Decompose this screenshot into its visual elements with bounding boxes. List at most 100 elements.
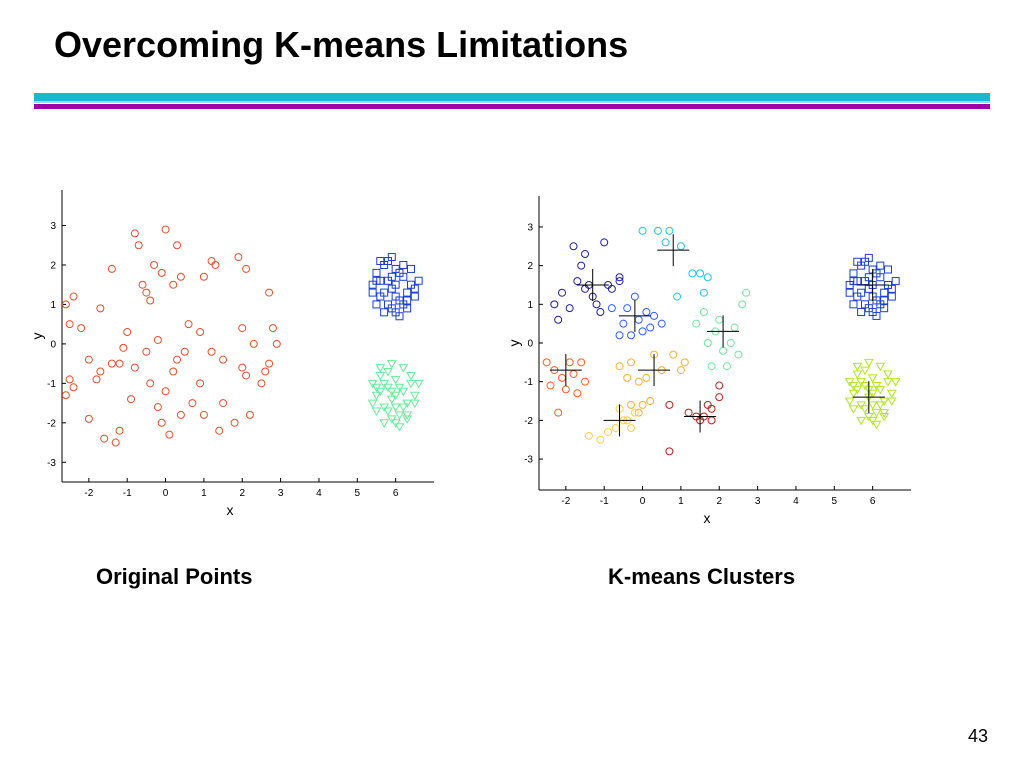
data-point-circle [123,328,132,337]
y-tick-label: -2 [47,418,56,429]
data-point-circle [634,408,643,417]
data-point-circle [592,300,601,309]
data-point-circle [692,319,701,328]
data-point-circle [161,225,170,234]
data-point-circle [734,350,743,359]
data-point-circle [242,264,251,273]
data-point-square [372,268,381,277]
data-point-triangle [856,416,867,426]
data-point-circle [703,400,712,409]
data-point-circle [715,315,724,324]
data-point-circle [242,371,251,380]
data-point-square [372,276,381,285]
data-point-circle [615,331,624,340]
data-point-triangle [867,389,878,399]
data-point-circle [257,379,266,388]
data-point-circle [115,359,124,368]
data-point-circle [169,367,178,376]
data-point-triangle [875,362,886,372]
data-point-square [860,257,869,266]
data-point-circle [115,426,124,435]
x-tick-label: -2 [84,488,93,499]
x-tick-label: -1 [600,496,609,507]
data-point-circle [665,400,674,409]
data-point-triangle [390,375,401,385]
y-tick-label: 2 [527,261,533,272]
x-tick-label: 0 [640,496,646,507]
data-point-triangle [371,407,382,416]
data-point-circle [634,315,643,324]
data-point-circle [569,369,578,378]
data-point-circle [577,358,586,367]
data-point-triangle [390,419,401,428]
data-point-circle [146,379,155,388]
data-point-triangle [383,407,393,416]
data-point-circle [680,358,689,367]
data-point-square [857,288,866,297]
data-point-circle [219,399,228,408]
data-point-square [887,284,896,293]
data-point-circle [707,416,716,425]
data-point-triangle [844,397,855,407]
data-point-circle [573,389,582,398]
data-point-circle [615,362,624,371]
title-rule-cyan [34,93,990,101]
data-point-circle [134,241,143,250]
data-point-circle [65,375,74,384]
data-point-circle [180,347,189,356]
y-tick-label: 0 [527,339,533,350]
data-point-circle [561,385,570,394]
data-point-circle [184,320,193,329]
data-point-triangle [871,409,882,418]
data-point-circle [142,347,151,356]
data-point-circle [61,391,70,400]
data-point-triangle [413,379,424,389]
data-point-square [399,260,408,269]
data-point-circle [65,320,74,329]
data-point-circle [92,375,101,384]
data-point-triangle [871,420,882,430]
data-point-square [857,308,866,317]
data-point-circle [742,288,751,297]
x-tick-label: 0 [163,488,169,499]
data-point-circle [111,438,120,447]
data-point-circle [176,272,185,281]
data-point-circle [627,400,636,409]
data-point-circle [581,250,590,259]
x-tick-label: 4 [316,488,322,499]
data-point-circle [249,339,258,348]
data-point-circle [722,362,731,371]
data-point-triangle [886,397,897,407]
data-point-circle [130,229,139,238]
data-point-triangle [406,379,416,389]
data-point-circle [265,288,274,297]
y-tick-label: 1 [527,300,533,311]
data-point-triangle [375,387,386,397]
data-point-circle [173,355,182,364]
data-point-square [414,276,423,285]
data-point-square [849,300,858,309]
data-point-circle [69,383,78,392]
data-point-square [880,288,889,297]
data-point-circle [607,304,616,313]
caption-original-points: Original Points [96,564,253,589]
original-points-chart: -2 -1 0 1 2 3 4 5 6 -3 -2 -1 0 1 2 3 x y [29,190,434,518]
data-point-circle [196,379,205,388]
data-point-square [383,300,392,309]
data-point-square [383,257,392,266]
data-point-circle [623,304,632,313]
data-point-circle [596,308,605,317]
data-point-triangle [394,423,405,432]
data-point-circle [107,359,116,368]
data-point-square [391,280,400,289]
data-point-circle [653,226,662,235]
data-point-triangle [379,419,390,428]
data-point-circle [615,277,624,286]
data-point-circle [577,261,586,270]
data-point-circle [558,373,567,382]
data-point-circle [261,367,270,376]
data-point-circle [676,242,685,251]
data-point-circle [565,304,574,313]
data-point-circle [542,358,551,367]
data-point-square [410,292,419,301]
